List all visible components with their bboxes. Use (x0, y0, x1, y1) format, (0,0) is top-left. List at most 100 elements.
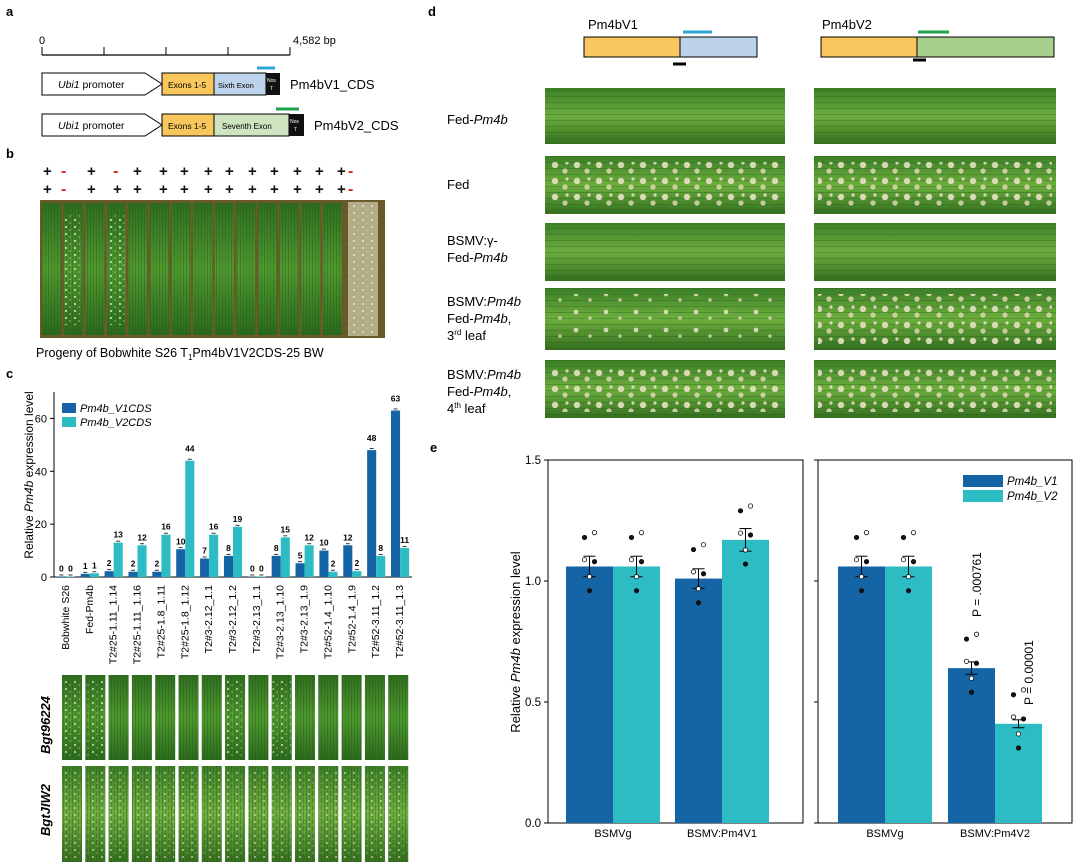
bar-Pm4b_V1 (675, 578, 722, 823)
data-label: 44 (185, 444, 195, 454)
panel-e-frame (817, 459, 1073, 824)
data-point (963, 658, 970, 664)
leaf-thumb-mildew (342, 770, 361, 858)
bar-Pm4b_V1CDS (367, 450, 377, 577)
bar-Pm4b_V1 (566, 566, 613, 823)
legend-swatch-v1 (963, 475, 1003, 487)
pvalue-annotation-v1: P = .000761 (970, 552, 984, 617)
nos-label: Nos (267, 78, 276, 84)
data-label: 12 (343, 532, 353, 542)
data-point (853, 557, 860, 563)
data-point (973, 631, 980, 637)
panel-d-leaf-images (545, 88, 1056, 418)
data-point (1020, 716, 1027, 722)
data-label: 13 (113, 530, 123, 540)
panel-e-chart: Relative Pm4b expression level 0.0 0.5 1.0… (508, 455, 1073, 840)
bar-Pm4b_V1CDS (176, 549, 186, 577)
leaf-photo-mildew (818, 294, 1052, 344)
genotype-minus: - (348, 181, 353, 198)
data-point (695, 600, 702, 606)
data-point (586, 574, 593, 580)
x-tick-label: Bobwhite S26 (60, 585, 72, 650)
leaf-photo-mildew (549, 366, 781, 412)
bar-Pm4b_V2CDS (185, 460, 195, 577)
leaf-thumb-mildew (202, 770, 221, 858)
leaf-vein (236, 203, 256, 335)
genotype-plus: + (159, 163, 168, 180)
bar-Pm4b_V1 (838, 566, 885, 823)
nos-t: T (270, 86, 273, 92)
genotype-minus: - (348, 163, 353, 180)
bar-Pm4b_V2CDS (161, 534, 171, 577)
leaf-thumb-vein (131, 675, 152, 760)
data-label: 2 (331, 559, 336, 569)
genotype-plus: + (204, 163, 213, 180)
data-point (586, 588, 593, 594)
data-label: 2 (154, 559, 159, 569)
row-label-fed-pm4b: Fed-Pm4b (447, 112, 508, 127)
row-label-bsmv-3rd: BSMV:Pm4b (447, 294, 521, 309)
data-point (1015, 731, 1022, 737)
panel-c-legend: Pm4b_V1CDS Pm4b_V2CDS (62, 403, 152, 429)
genotype-plus: + (225, 181, 234, 198)
genotype-plus: + (315, 163, 324, 180)
genotype-plus: + (87, 163, 96, 180)
x-tick-label: Fed-Pm4b (84, 585, 96, 634)
promoter-label: Ubi1 promoter (58, 79, 125, 91)
data-point (900, 534, 907, 541)
data-point (910, 529, 917, 536)
bar-Pm4b_V2CDS (233, 526, 243, 577)
leaf-vein (171, 203, 191, 335)
x-tick-label: T2#25-1.8_1.11 (155, 585, 167, 659)
x-tick-label: BSMVg (594, 828, 631, 840)
data-point (737, 508, 744, 514)
seventh-exon-label: Seventh Exon (222, 122, 272, 131)
exons-label: Exons 1-5 (168, 121, 207, 131)
data-point (858, 588, 865, 594)
row-label-bsmv-4th: BSMV:Pm4b (447, 367, 521, 382)
data-label: 7 (202, 546, 207, 556)
bar-Pm4b_V2 (995, 723, 1042, 823)
panel-b-leaf-photo (40, 200, 385, 338)
data-point (700, 571, 707, 577)
leaf-photo-vein (814, 88, 1056, 144)
promoter-arrow (41, 72, 163, 96)
leaf-thumb-mildew (272, 770, 291, 858)
data-label: 1 (83, 561, 88, 571)
x-tick-label: BSMV:Pm4V2 (960, 828, 1030, 840)
leaf-photo-vein (814, 223, 1056, 281)
leaf-thumb-vein (388, 675, 409, 760)
x-tick-label: T2#52-1.4_1.9 (346, 585, 358, 653)
data-label: 1 (92, 560, 97, 570)
data-point (863, 559, 870, 565)
leaf-thumb-mildew (132, 770, 151, 858)
panel-e-y-axis-label: Relative Pm4b expression level (508, 551, 523, 732)
data-point (638, 559, 645, 565)
leaf-thumb-vein (178, 675, 199, 760)
panel-c-label: c (6, 366, 13, 381)
x-tick-label: BSMV:Pm4V1 (687, 828, 757, 840)
x-tick-label: T2#52-1.4_1.10 (322, 585, 334, 659)
leaf-thumb-mildew (272, 679, 291, 756)
bar-Pm4b_V1CDS (223, 555, 233, 577)
leaf-thumb-mildew (389, 770, 408, 858)
bar-Pm4b_V2CDS (280, 537, 290, 577)
data-label: 8 (378, 543, 383, 553)
x-tick-label: T2#3-2.13_1.1 (251, 585, 263, 653)
panel-d-construct-v1: Pm4bV1 (583, 17, 758, 66)
data-point (900, 557, 907, 563)
data-point (690, 569, 697, 575)
leaf-thumb-vein (318, 675, 339, 760)
bar-Pm4b_V1CDS (80, 573, 90, 577)
data-point (591, 559, 598, 565)
x-tick-label: T2#25-1.8_1.12 (179, 585, 191, 659)
row-label-bgtjiw2: BgtJIW2 (38, 783, 53, 836)
genotype-plus: + (43, 163, 52, 180)
y-tick-label: 0.0 (525, 818, 541, 830)
bar-Pm4b_V2CDS (256, 576, 266, 577)
promoter-label: Ubi1 promoter (58, 120, 125, 132)
legend-label-v1: Pm4b_V1CDS (80, 403, 152, 415)
genotype-minus: - (113, 163, 118, 180)
row-label-bsmv-3rd-line3: 3rd leaf (447, 328, 486, 343)
scale-start-label: 0 (39, 35, 45, 47)
